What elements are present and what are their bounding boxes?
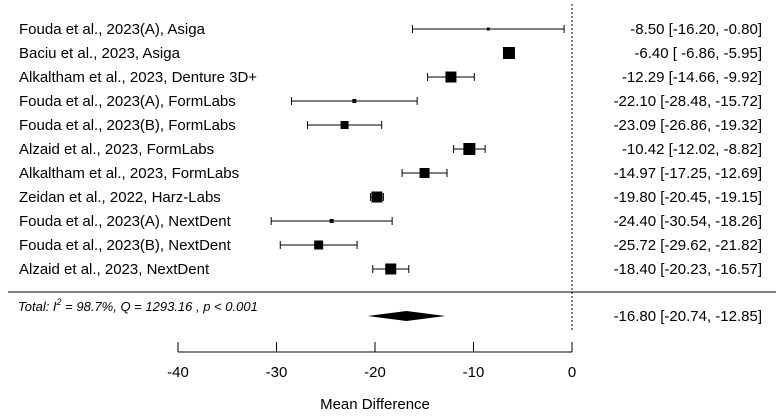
effect-marker bbox=[463, 143, 476, 155]
total-stats: = 98.7%, Q = 1293.16 , p < 0.001 bbox=[62, 299, 258, 314]
x-tick-label: -10 bbox=[463, 364, 485, 381]
study-label: Fouda et al., 2023(A), NextDent bbox=[19, 213, 232, 230]
study-label: Alkaltham et al., 2023, FormLabs bbox=[19, 165, 239, 182]
effect-marker bbox=[314, 240, 324, 250]
effect-marker bbox=[340, 121, 349, 129]
study-label: Alkaltham et al., 2023, Denture 3D+ bbox=[19, 69, 257, 86]
ci-text: -10.42 [-12.02, -8.82] bbox=[622, 141, 762, 158]
ci-text: -8.50 [-16.20, -0.80] bbox=[630, 21, 762, 38]
study-row: Baciu et al., 2023, Asiga -6.40 [ -6.86, … bbox=[19, 45, 762, 62]
study-label: Fouda et al., 2023(A), Asiga bbox=[19, 21, 206, 38]
x-tick-label: 0 bbox=[568, 364, 576, 381]
study-row: Alzaid et al., 2023, NextDent -18.40 [-20… bbox=[19, 261, 762, 278]
study-label: Zeidan et al., 2022, Harz-Labs bbox=[19, 189, 221, 206]
ci-text: -18.40 [-20.23, -16.57] bbox=[614, 261, 762, 278]
total-diamond bbox=[367, 311, 446, 321]
x-axis: -40 -30 -20 -10 0 bbox=[167, 342, 576, 381]
total-label: Total: I2 = 98.7%, Q = 1293.16 , p < 0.0… bbox=[18, 297, 258, 314]
ci-text: -24.40 [-30.54, -18.26] bbox=[614, 213, 762, 230]
total-prefix: Total: I bbox=[18, 299, 57, 314]
study-row: Zeidan et al., 2022, Harz-Labs -19.80 [-2… bbox=[19, 189, 762, 206]
ci-text: -12.29 [-14.66, -9.92] bbox=[622, 69, 762, 86]
ci-text: -14.97 [-17.25, -12.69] bbox=[614, 165, 762, 182]
study-label: Alzaid et al., 2023, NextDent bbox=[19, 261, 210, 278]
effect-marker bbox=[445, 71, 457, 83]
studies-layer: Fouda et al., 2023(A), Asiga -8.50 [-16.2… bbox=[19, 21, 762, 278]
x-tick-label: -40 bbox=[167, 364, 189, 381]
study-label: Fouda et al., 2023(B), NextDent bbox=[19, 237, 232, 254]
total-superscript: 2 bbox=[56, 297, 62, 307]
effect-marker bbox=[502, 47, 515, 59]
study-row: Fouda et al., 2023(B), FormLabs -23.09 [-… bbox=[19, 117, 762, 134]
effect-marker bbox=[352, 99, 357, 103]
study-label: Fouda et al., 2023(A), FormLabs bbox=[19, 93, 236, 110]
x-tick-label: -20 bbox=[364, 364, 386, 381]
study-row: Alkaltham et al., 2023, FormLabs -14.97 [… bbox=[19, 165, 762, 182]
study-label: Baciu et al., 2023, Asiga bbox=[19, 45, 181, 62]
total-ci-text: -16.80 [-20.74, -12.85] bbox=[614, 308, 762, 325]
study-row: Fouda et al., 2023(A), NextDent -24.40 [-… bbox=[19, 213, 762, 230]
study-row: Alkaltham et al., 2023, Denture 3D+ -12.2… bbox=[19, 69, 762, 86]
effect-marker bbox=[419, 168, 430, 178]
effect-marker bbox=[486, 27, 490, 31]
study-row: Fouda et al., 2023(A), Asiga -8.50 [-16.2… bbox=[19, 21, 762, 38]
ci-text: -6.40 [ -6.86, -5.95] bbox=[634, 45, 762, 62]
x-axis-title: Mean Difference bbox=[320, 396, 430, 413]
effect-marker bbox=[329, 219, 334, 223]
ci-text: -23.09 [-26.86, -19.32] bbox=[614, 117, 762, 134]
study-label: Fouda et al., 2023(B), FormLabs bbox=[19, 117, 236, 134]
study-row: Fouda et al., 2023(A), FormLabs -22.10 [-… bbox=[19, 93, 762, 110]
effect-marker bbox=[385, 263, 397, 275]
study-label: Alzaid et al., 2023, FormLabs bbox=[19, 141, 214, 158]
effect-marker bbox=[371, 191, 383, 203]
x-tick-label: -30 bbox=[266, 364, 288, 381]
ci-text: -25.72 [-29.62, -21.82] bbox=[614, 237, 762, 254]
ci-text: -22.10 [-28.48, -15.72] bbox=[614, 93, 762, 110]
ci-text: -19.80 [-20.45, -19.15] bbox=[614, 189, 762, 206]
study-row: Fouda et al., 2023(B), NextDent -25.72 [-… bbox=[19, 237, 762, 254]
study-row: Alzaid et al., 2023, FormLabs -10.42 [-12… bbox=[19, 141, 762, 158]
